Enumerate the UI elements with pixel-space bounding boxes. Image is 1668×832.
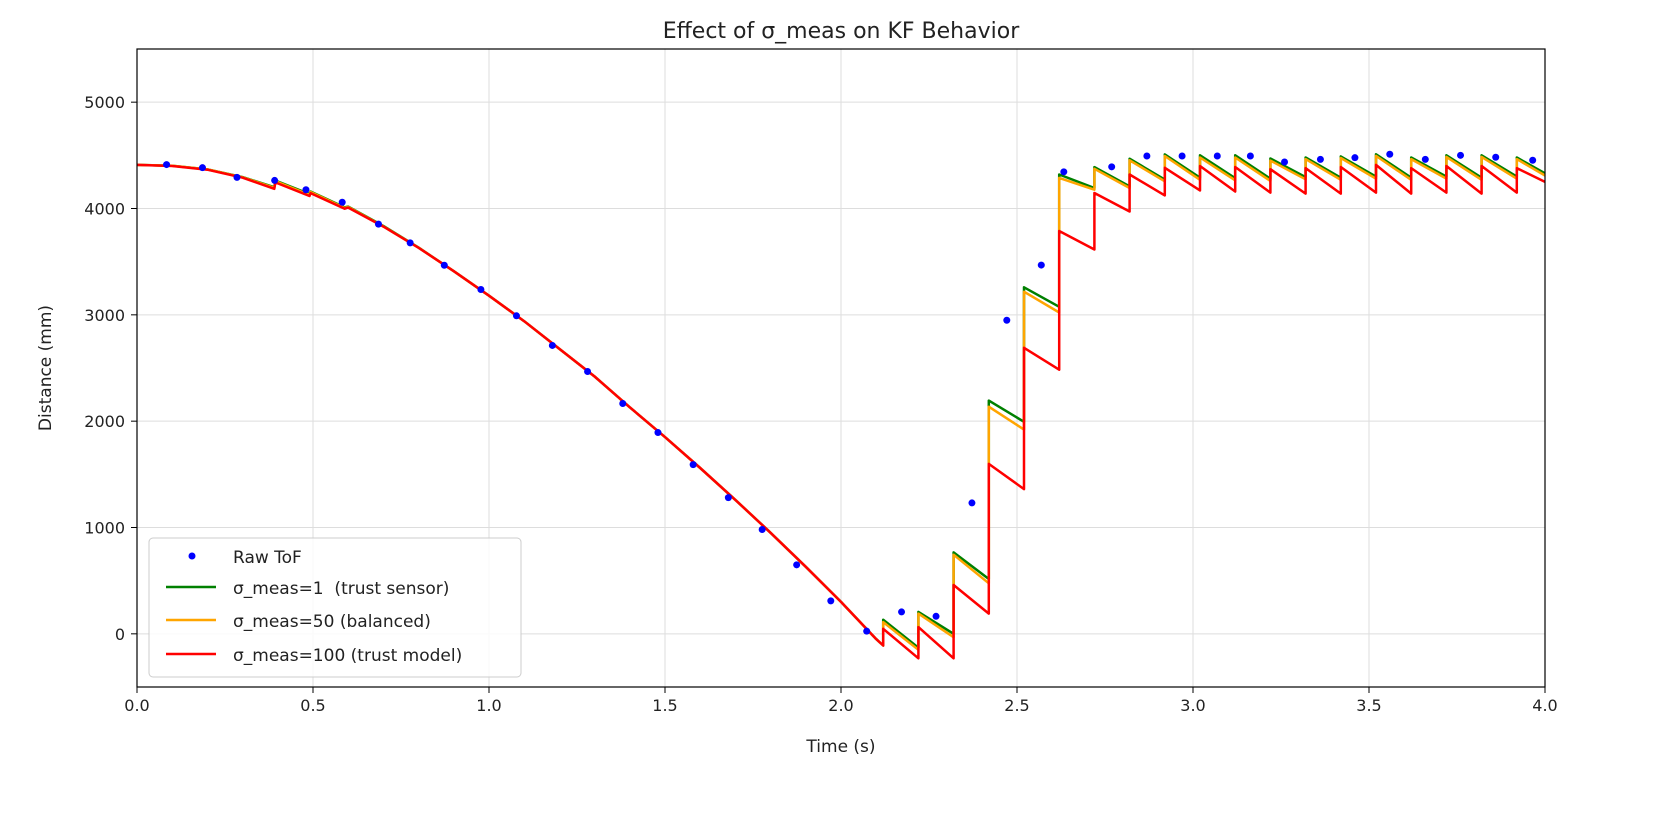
grid bbox=[136, 49, 1546, 687]
raw-tof-point bbox=[898, 608, 906, 616]
x-tick-label: 2.0 bbox=[828, 696, 853, 715]
raw-tof-point bbox=[302, 186, 310, 194]
x-tick-label: 4.0 bbox=[1532, 696, 1557, 715]
raw-tof-point bbox=[654, 429, 662, 437]
raw-tof-point bbox=[1213, 152, 1221, 160]
raw-tof-point bbox=[1492, 153, 1500, 161]
raw-tof-point bbox=[163, 161, 171, 169]
y-tick-label: 1000 bbox=[84, 519, 125, 538]
raw-tof-point bbox=[584, 368, 592, 376]
raw-tof-point bbox=[1178, 152, 1186, 160]
legend-label-sigma-1: σ_meas=1 (trust sensor) bbox=[233, 579, 449, 599]
x-tick-label: 3.0 bbox=[1180, 696, 1205, 715]
raw-tof-point bbox=[932, 612, 940, 620]
x-axis-label: Time (s) bbox=[805, 737, 875, 757]
x-tick-label: 0.5 bbox=[300, 696, 325, 715]
raw-tof-point bbox=[1386, 150, 1394, 158]
raw-tof-point bbox=[1060, 168, 1068, 176]
plot-marks bbox=[136, 150, 1546, 660]
raw-tof-point bbox=[1529, 156, 1537, 164]
y-tick-label: 5000 bbox=[84, 93, 125, 112]
x-tick-label: 1.0 bbox=[476, 696, 501, 715]
raw-tof-point bbox=[968, 499, 976, 507]
raw-tof-point bbox=[689, 461, 697, 469]
raw-tof-point bbox=[1246, 152, 1254, 160]
raw-tof-point bbox=[406, 239, 414, 247]
raw-tof-point bbox=[863, 627, 871, 635]
raw-tof-point bbox=[1108, 163, 1116, 171]
raw-tof-point bbox=[1316, 155, 1324, 163]
x-tick-label: 1.5 bbox=[652, 696, 677, 715]
legend-marker-raw-tof bbox=[188, 552, 196, 560]
x-tick-label: 0.0 bbox=[124, 696, 149, 715]
raw-tof-point bbox=[1281, 158, 1289, 166]
raw-tof-point bbox=[827, 597, 835, 605]
y-axis-label: Distance (mm) bbox=[36, 305, 56, 431]
y-tick-label: 2000 bbox=[84, 412, 125, 431]
raw-tof-point bbox=[198, 164, 206, 172]
axis-ticks: 0.0 0.5 1.0 1.5 2.0 2.5 3.0 3.5 4.0 0 1000 2000 3000… bbox=[84, 93, 1557, 715]
x-tick-label: 2.5 bbox=[1004, 696, 1029, 715]
y-tick-label: 3000 bbox=[84, 306, 125, 325]
raw-tof-point bbox=[619, 400, 627, 408]
legend: Raw ToF σ_meas=1 (trust sensor) σ_meas=5… bbox=[148, 537, 522, 678]
raw-tof-point bbox=[374, 220, 382, 228]
raw-tof-point bbox=[1003, 316, 1011, 324]
raw-tof-point bbox=[233, 173, 241, 181]
legend-label-sigma-100: σ_meas=100 (trust model) bbox=[233, 646, 462, 666]
raw-tof-point bbox=[512, 312, 520, 320]
legend-label-raw-tof: Raw ToF bbox=[233, 548, 302, 568]
y-tick-label: 4000 bbox=[84, 200, 125, 219]
raw-tof-point bbox=[758, 526, 766, 534]
legend-box bbox=[148, 537, 522, 678]
raw-tof-point bbox=[338, 198, 346, 206]
chart-title: Effect of σ_meas on KF Behavior bbox=[663, 19, 1020, 44]
raw-tof-point bbox=[1351, 154, 1359, 162]
raw-tof-point bbox=[1457, 151, 1465, 159]
raw-tof-point bbox=[1143, 152, 1151, 160]
raw-tof-point bbox=[477, 286, 485, 294]
raw-tof-point bbox=[440, 261, 448, 269]
raw-tof-point bbox=[271, 176, 279, 184]
y-tick-label: 0 bbox=[115, 625, 125, 644]
raw-tof-point bbox=[548, 341, 556, 349]
raw-tof-point bbox=[724, 494, 732, 502]
raw-tof-point bbox=[1037, 261, 1045, 269]
raw-tof-point bbox=[1421, 155, 1429, 163]
legend-label-sigma-50: σ_meas=50 (balanced) bbox=[233, 612, 431, 632]
series-line-sigma-100 bbox=[136, 163, 1546, 660]
x-tick-label: 3.5 bbox=[1356, 696, 1381, 715]
raw-tof-point bbox=[793, 561, 801, 569]
